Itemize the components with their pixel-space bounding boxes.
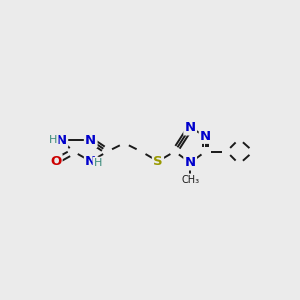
- Text: CH₃: CH₃: [181, 175, 199, 184]
- Text: S: S: [153, 155, 163, 168]
- Text: N: N: [85, 134, 96, 147]
- Text: N: N: [200, 130, 211, 142]
- Text: H: H: [94, 158, 102, 168]
- Text: H: H: [49, 135, 58, 145]
- Text: N: N: [184, 156, 196, 169]
- Text: O: O: [50, 155, 61, 168]
- Text: N: N: [85, 155, 96, 168]
- Text: N: N: [56, 134, 67, 147]
- Text: N: N: [184, 121, 196, 134]
